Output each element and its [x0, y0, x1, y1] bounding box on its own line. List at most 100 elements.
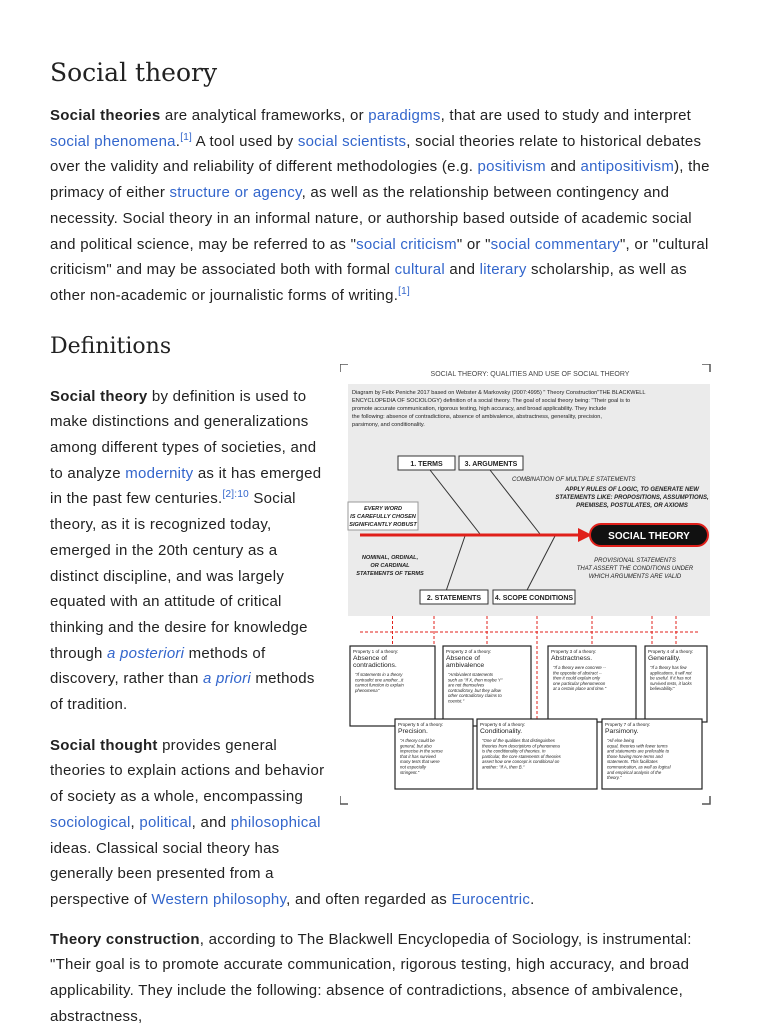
every-word-box: [347, 501, 419, 531]
property-text: "If a theory were concrete --: [553, 665, 606, 670]
text: ideas. Classical social theory has gener…: [50, 839, 280, 908]
apply-rules: APPLY RULES OF LOGIC, TO GENERATE NEW: [564, 487, 700, 493]
bold-term: Social thought: [50, 736, 158, 754]
provisional: PROVISIONAL STATEMENTS: [594, 558, 676, 564]
link[interactable]: Eurocentric: [451, 890, 531, 908]
terms: 1. TERMS: [410, 461, 443, 468]
link[interactable]: Western philosophy: [151, 890, 287, 908]
link[interactable]: a priori: [203, 670, 251, 688]
property-name: Parsimony.: [605, 728, 639, 735]
property-text: contradict one another...it: [355, 677, 404, 682]
citation[interactable]: [2]:10: [222, 489, 249, 501]
provisional: WHICH ARGUMENTS ARE VALID: [589, 574, 682, 580]
property-text: one particular phenomenon: [553, 681, 606, 686]
property-name: Generality.: [648, 655, 680, 662]
figure[interactable]: SOCIAL THEORY: QUALITIES AND USE OF SOCI…: [340, 363, 720, 869]
property-text: "All else being: [607, 738, 635, 743]
property-text: communication, as well as logical: [607, 764, 672, 769]
figure-description: Diagram by Felix Peniche 2017 based on W…: [352, 390, 646, 396]
property-box: [349, 645, 436, 727]
arguments: 3. ARGUMENTS: [465, 461, 518, 468]
property-text: cannot function to explain: [355, 682, 404, 687]
property-text: imprecise in the sense: [400, 748, 443, 753]
text: , social theories relate to historical d…: [50, 132, 702, 176]
diagram-line: [444, 535, 466, 594]
link[interactable]: philosophical: [230, 813, 321, 831]
text: methods of discovery, rather than: [50, 644, 266, 688]
property-text: is the conditionality of theories. In: [482, 748, 546, 753]
social-theory: SOCIAL THEORY: [608, 531, 690, 542]
apply-rules: STATEMENTS LIKE: PROPOSITIONS, ASSUMPTIO…: [555, 495, 709, 501]
property-text: are not themselves: [448, 682, 485, 687]
property-name: contradictions.: [353, 662, 397, 669]
figure-description: promote accurate communication, rigorous…: [352, 406, 606, 412]
link[interactable]: structure or agency: [169, 184, 302, 202]
link[interactable]: social scientists: [297, 132, 407, 150]
link[interactable]: social phenomena: [50, 132, 176, 150]
figure-description: ENCYCLOPEDIA OF SOCIOLOGY) definition of…: [352, 398, 630, 404]
text: are analytical frameworks, or: [160, 107, 369, 124]
text: ), the primacy of either: [50, 158, 710, 202]
bold-term: Social theory: [50, 387, 148, 405]
citation[interactable]: [1]: [398, 285, 411, 297]
text: and: [545, 158, 581, 176]
property-text: assert how one concept is conditional on: [482, 759, 560, 764]
link[interactable]: sociological: [50, 813, 131, 831]
property-text: believability.": [650, 686, 675, 691]
property-label: Property 7 of a theory:: [605, 722, 650, 727]
property-box: [547, 645, 637, 723]
property-box: [601, 718, 703, 790]
property-text: coexist.": [448, 698, 465, 703]
link[interactable]: social criticism: [356, 235, 457, 253]
property-text: general, but also: [400, 743, 432, 748]
property-text: "If statements in a theory: [355, 672, 403, 677]
statements: 2. STATEMENTS: [427, 595, 482, 602]
link[interactable]: modernity: [125, 464, 194, 482]
property-text: that it has survived: [400, 754, 436, 759]
property-text: then it could explain only: [553, 675, 601, 680]
definition-paragraph: Social thought provides general theories…: [50, 733, 720, 913]
property-text: the opposite of abstract --: [553, 670, 602, 675]
property-text: many tests that were: [400, 759, 440, 764]
figure-description: parsimony, and conditionality.: [352, 422, 425, 428]
text: as it has emerged in the past few centur…: [50, 464, 322, 508]
link[interactable]: literary: [479, 261, 527, 279]
nominal: STATEMENTS OF TERMS: [356, 571, 424, 577]
text: " or ": [456, 235, 491, 253]
provisional: THAT ASSERT THE CONDITIONS UNDER: [577, 566, 694, 572]
property-text: and empirical analysis of the: [607, 769, 662, 774]
property-text: equal, theories with fewer terms: [607, 743, 669, 748]
property-name: Absence of: [353, 655, 387, 662]
text: ,: [130, 813, 140, 831]
property-text: phenomena": [354, 688, 380, 693]
every-word: IS CAREFULLY CHOSEN: [350, 514, 417, 520]
corner: [340, 363, 348, 372]
corner: [340, 795, 348, 805]
intro-paragraph: Social theories are analytical framework…: [50, 103, 720, 309]
link[interactable]: cultural: [394, 261, 445, 279]
corner: [702, 795, 711, 805]
bold-term: Social theories: [50, 107, 161, 124]
arguments-box: [458, 455, 524, 471]
property-label: Property 5 of a theory:: [398, 722, 443, 727]
property-text: particular, the core statements of theor…: [481, 754, 562, 759]
property-text: theory.": [607, 775, 622, 780]
link[interactable]: social commentary: [490, 235, 620, 253]
property-name: ambivalence: [446, 662, 484, 669]
property-box: [476, 718, 598, 790]
arrow-head: [578, 527, 592, 542]
link[interactable]: paradigms: [368, 107, 441, 124]
link[interactable]: positivism: [477, 158, 546, 176]
property-text: statements. This facilitates: [607, 759, 658, 764]
property-text: contradictory, but they allow: [448, 688, 502, 693]
link[interactable]: antipositivism: [580, 158, 675, 176]
citation[interactable]: [1]: [180, 131, 193, 143]
link[interactable]: political: [139, 813, 192, 831]
figure-title: SOCIAL THEORY: QUALITIES AND USE OF SOCI…: [431, 371, 630, 378]
property-name: Precision.: [398, 728, 428, 735]
property-text: such as "If X, then maybe Y": [448, 677, 503, 682]
link[interactable]: a posteriori: [107, 644, 185, 662]
property-text: theories from descriptions of phenomena: [482, 743, 560, 748]
property-box: [394, 718, 474, 790]
